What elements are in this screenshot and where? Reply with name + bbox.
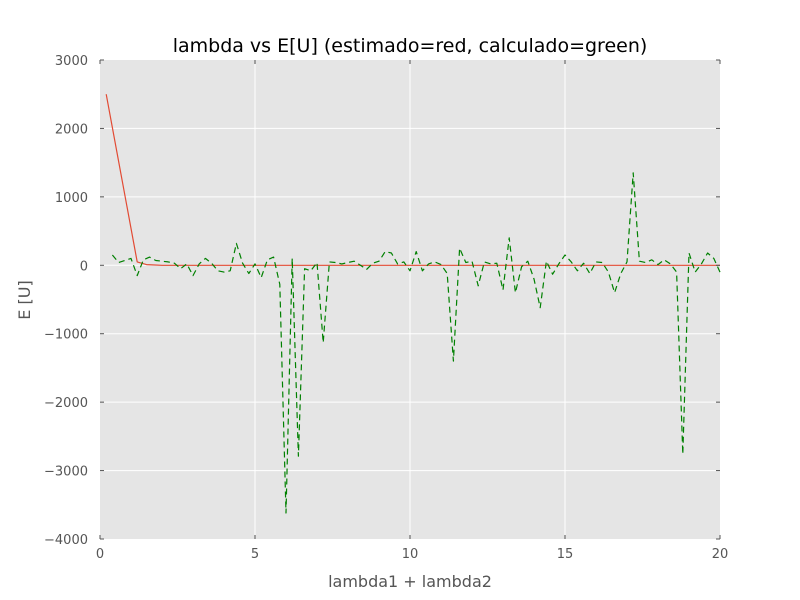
axes-layer: 0 5 10 15 20 3000 2000 1000 0 −1000 −2000 −3000 −400… [44, 54, 728, 562]
x-tick-label: 10 [402, 547, 419, 562]
x-tick-label: 0 [96, 547, 104, 562]
labels-layer: lambda vs E[U] (estimado=red, calculado=… [15, 35, 647, 591]
y-tick-label: 3000 [55, 54, 88, 69]
chart-title: lambda vs E[U] (estimado=red, calculado=… [173, 35, 648, 57]
x-axis-label: lambda1 + lambda2 [328, 572, 492, 591]
series-layer [105, 94, 721, 514]
series-line-1 [111, 172, 721, 514]
y-tick-label: −2000 [44, 396, 88, 411]
y-tick-label: 0 [80, 259, 88, 274]
y-tick-label: −4000 [44, 533, 88, 548]
x-tick-label: 15 [557, 547, 574, 562]
x-tick-label: 5 [251, 547, 259, 562]
y-tick-label: 2000 [55, 122, 88, 137]
x-tick-label: 20 [712, 547, 729, 562]
y-tick-label: −1000 [44, 328, 88, 343]
y-tick-label: −3000 [44, 465, 88, 480]
y-tick-label: 1000 [55, 191, 88, 206]
y-axis-label: E [U] [15, 280, 34, 319]
